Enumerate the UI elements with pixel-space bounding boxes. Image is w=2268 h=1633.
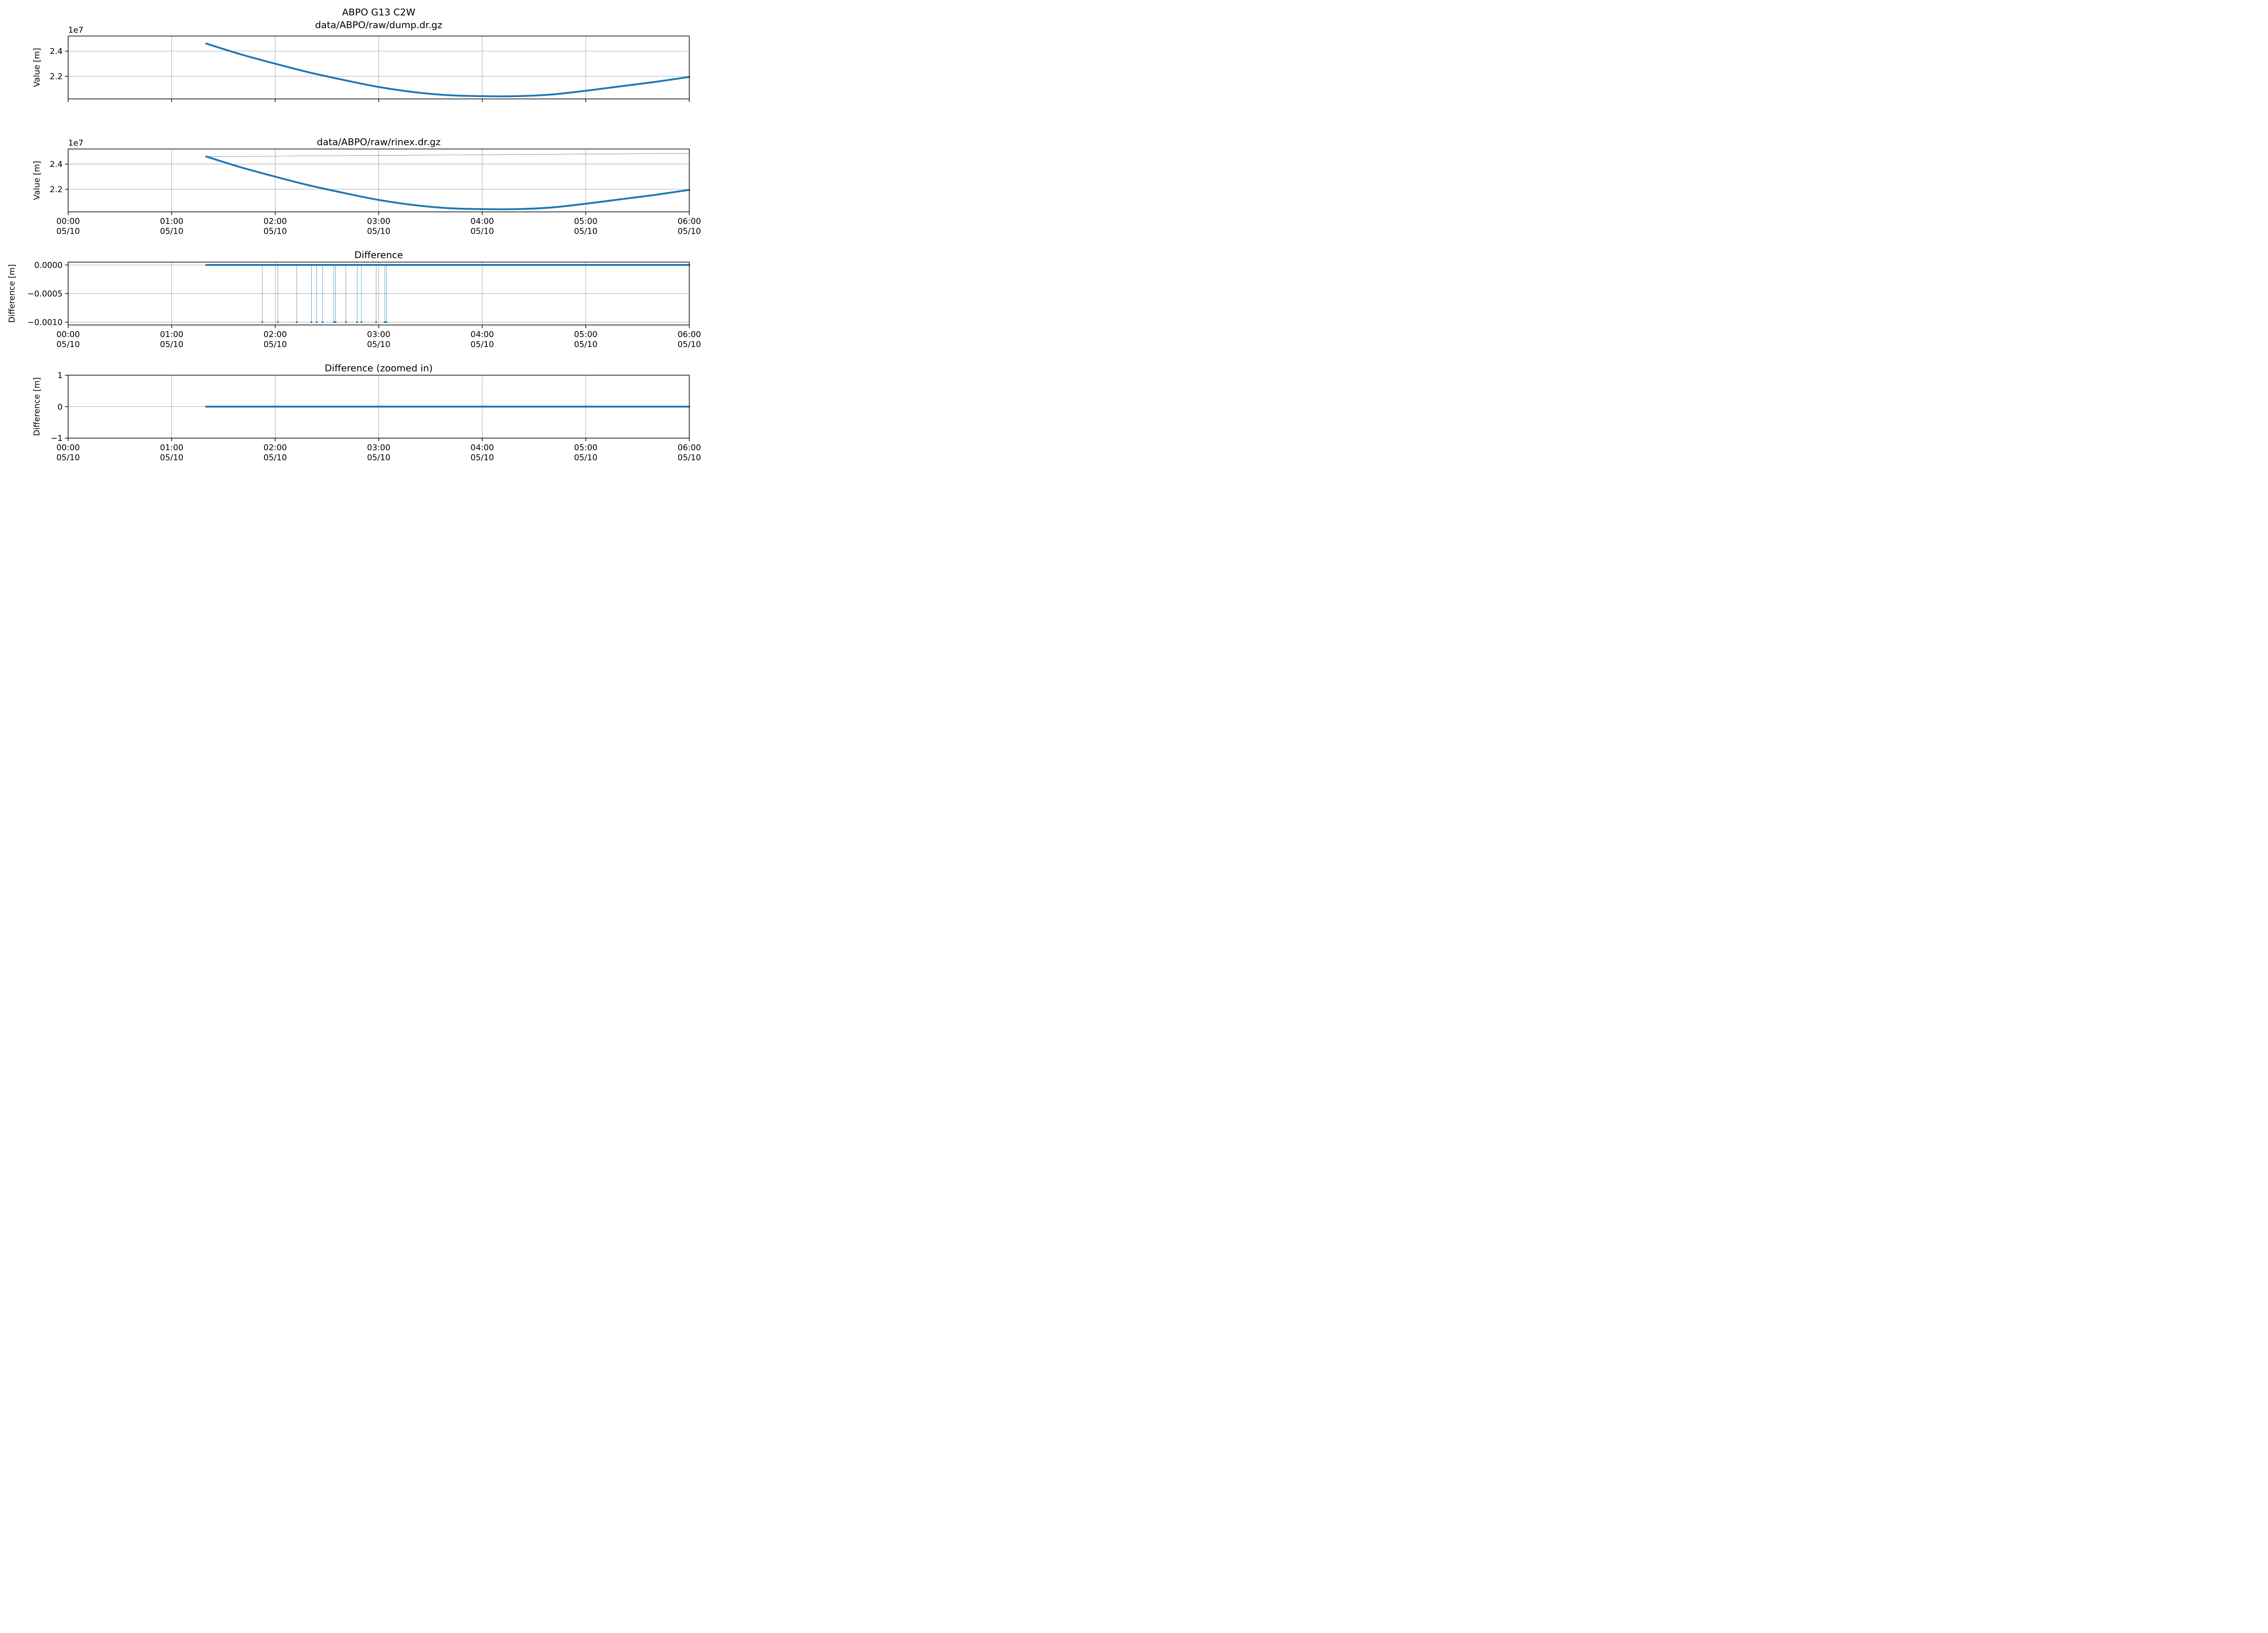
x-tick-label-date: 05/10 (470, 453, 494, 462)
spike-point (385, 321, 388, 323)
y-offset-text: 1e7 (68, 25, 83, 35)
x-tick-label-date: 05/10 (160, 340, 184, 349)
subplot-1: 2.2 2.4 1e7 data/ABPO/raw/dump.dr.gz Value [… (32, 20, 690, 103)
subplot-title: data/ABPO/raw/rinex.dr.gz (317, 137, 440, 147)
x-tick-label-time: 00:00 (56, 330, 80, 339)
x-tick-label-date: 05/10 (678, 453, 701, 462)
x-tick-label-time: 03:00 (367, 217, 391, 226)
spike-point (384, 321, 386, 323)
y-tick-label: 2.4 (50, 160, 63, 169)
spike-point (334, 321, 337, 323)
y-axis-label: Value [m] (32, 161, 42, 200)
y-tick-label: −0.0005 (27, 289, 63, 298)
spike-point (315, 321, 318, 323)
x-tick-label-date: 05/10 (367, 227, 391, 236)
x-tick-label-date: 05/10 (56, 227, 80, 236)
figure-stage: ABPO G13 C2W 2.2 2.4 1e7 data/ABPO/raw/dump… (0, 0, 708, 472)
x-tick-label-date: 05/10 (678, 340, 701, 349)
x-tick-label-time: 04:00 (470, 443, 494, 452)
x-tick-label-date: 05/10 (264, 453, 287, 462)
x-tick-label-time: 03:00 (367, 330, 391, 339)
figure-title: ABPO G13 C2W (342, 7, 415, 18)
x-tick-label-time: 02:00 (264, 443, 287, 452)
x-tick-label-date: 05/10 (367, 453, 391, 462)
x-tick-label-time: 06:00 (678, 330, 701, 339)
x-tick-label-date: 05/10 (160, 453, 184, 462)
y-offset-text: 1e7 (68, 138, 83, 148)
x-tick-label-time: 01:00 (160, 330, 184, 339)
x-tick-label-time: 05:00 (574, 443, 598, 452)
y-tick-label: 1 (58, 371, 63, 380)
x-tick-label-date: 05/10 (264, 340, 287, 349)
spike-point (375, 321, 377, 323)
x-tick-label-date: 05/10 (367, 340, 391, 349)
y-tick-label: 2.2 (50, 185, 63, 195)
x-tick-label-date: 05/10 (264, 227, 287, 236)
x-tick-label-time: 03:00 (367, 443, 391, 452)
y-tick-label: −0.0010 (27, 318, 63, 327)
subplot-3: 00:0005/1001:0005/1002:0005/1003:0005/10… (7, 249, 701, 349)
spike-point (322, 321, 324, 323)
y-tick-label: −1 (51, 434, 63, 443)
x-tick-label-date: 05/10 (574, 453, 598, 462)
series-line (205, 156, 690, 210)
x-tick-label-time: 04:00 (470, 217, 494, 226)
subplot-2: 00:0005/1001:0005/1002:0005/1003:0005/10… (32, 137, 701, 236)
y-axis-label: Value [m] (32, 48, 42, 87)
subplot-4: 00:0005/1001:0005/1002:0005/1003:0005/10… (32, 362, 701, 462)
x-tick-label-time: 01:00 (160, 217, 184, 226)
x-tick-label-date: 05/10 (56, 340, 80, 349)
x-tick-label-date: 05/10 (56, 453, 80, 462)
y-tick-label: 2.4 (50, 47, 63, 56)
x-tick-label-date: 05/10 (574, 340, 598, 349)
spike-point (296, 321, 298, 323)
spike-point (310, 321, 313, 323)
y-tick-label: 0.0000 (34, 260, 63, 270)
series-line-thin (206, 153, 689, 157)
spike-point (277, 321, 279, 323)
x-tick-label-time: 04:00 (470, 330, 494, 339)
spike-point (332, 321, 335, 323)
x-tick-label-date: 05/10 (574, 227, 598, 236)
subplot-title: Difference (354, 249, 403, 260)
x-tick-label-date: 05/10 (470, 340, 494, 349)
subplot-title: Difference (zoomed in) (325, 362, 433, 373)
spike-point (345, 321, 347, 323)
x-tick-label-date: 05/10 (678, 227, 701, 236)
y-tick-label: 0 (58, 402, 63, 412)
spike-point (356, 321, 358, 323)
subplot-title: data/ABPO/raw/dump.dr.gz (315, 20, 443, 30)
x-tick-label-time: 06:00 (678, 443, 701, 452)
x-tick-label-time: 05:00 (574, 330, 598, 339)
x-tick-label-time: 01:00 (160, 443, 184, 452)
y-axis-label: Difference [m] (32, 377, 42, 436)
x-tick-label-time: 00:00 (56, 217, 80, 226)
spike-point (261, 321, 264, 323)
x-tick-label-time: 00:00 (56, 443, 80, 452)
x-tick-label-time: 02:00 (264, 330, 287, 339)
x-tick-label-date: 05/10 (160, 227, 184, 236)
x-tick-label-time: 06:00 (678, 217, 701, 226)
spike-point (360, 321, 362, 323)
series-line (205, 43, 690, 98)
x-tick-label-time: 02:00 (264, 217, 287, 226)
y-tick-label: 2.2 (50, 72, 63, 82)
x-tick-label-time: 05:00 (574, 217, 598, 226)
x-tick-label-date: 05/10 (470, 227, 494, 236)
y-axis-label: Difference [m] (7, 264, 17, 323)
figure: ABPO G13 C2W 2.2 2.4 1e7 data/ABPO/raw/dump… (7, 7, 701, 462)
